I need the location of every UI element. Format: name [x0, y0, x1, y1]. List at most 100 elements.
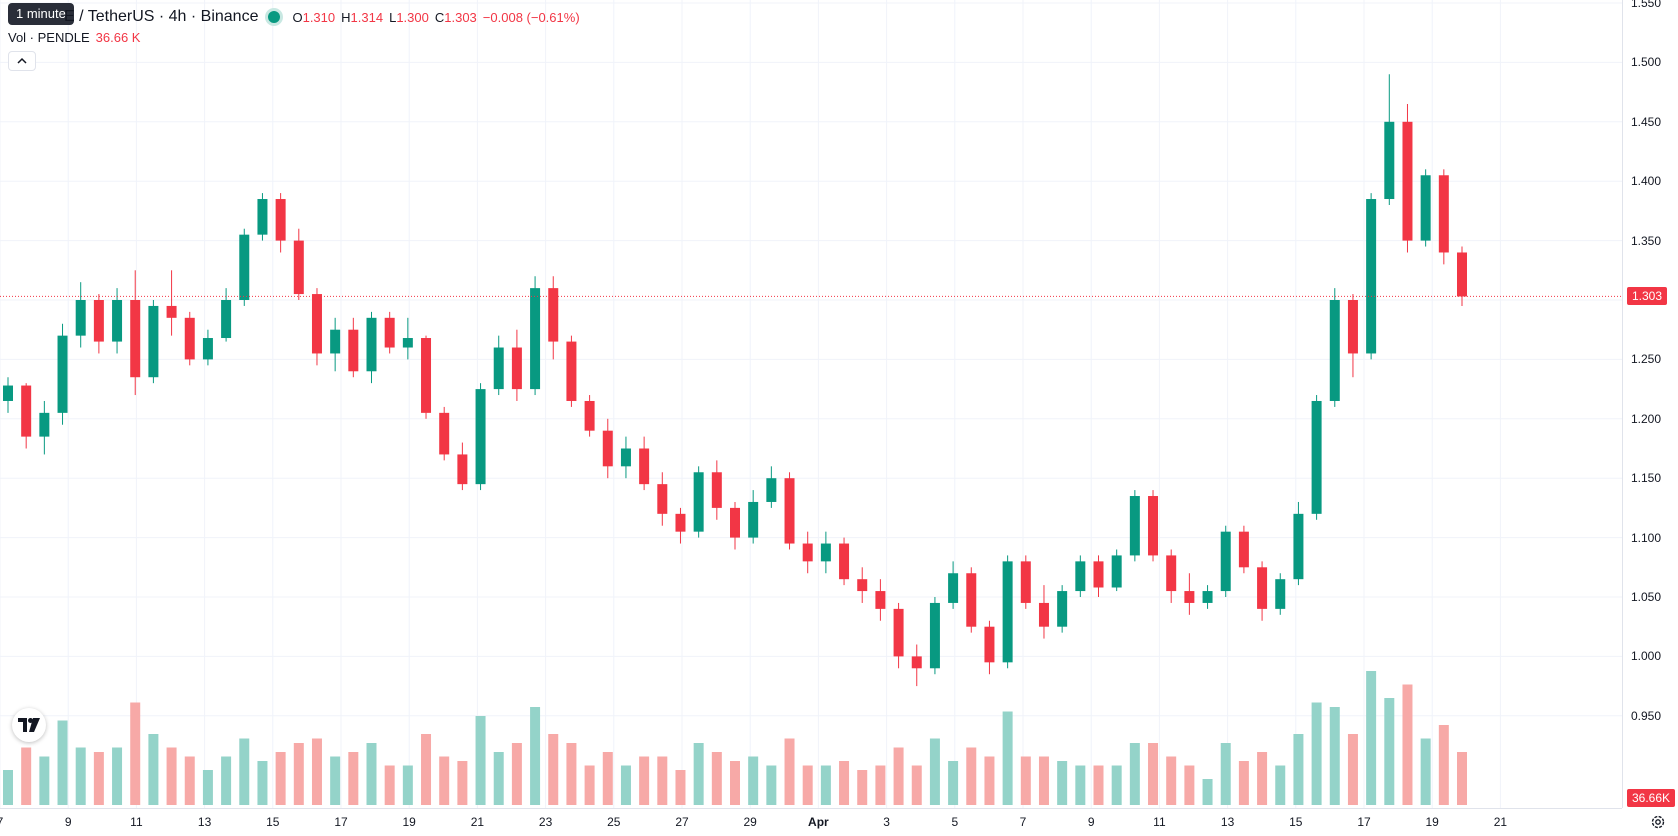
candle-body — [693, 472, 704, 532]
volume-bar — [1148, 743, 1159, 805]
volume-bar — [693, 743, 704, 805]
candle-body — [1366, 199, 1377, 354]
volume-bar — [148, 734, 159, 805]
volume-bar — [566, 743, 577, 805]
time-scale[interactable]: 7 9 11 13 15 17 19 21 23 25 27 29 Apr 3 5 7 9 11 13 15 17 19 2… — [0, 808, 1622, 836]
candle-body — [1238, 531, 1249, 568]
volume-bar — [166, 747, 177, 805]
volume-bar — [1093, 765, 1104, 805]
candle-body — [1002, 561, 1013, 663]
volume-bar — [1457, 752, 1467, 805]
volume-bar — [21, 747, 32, 805]
volume-tag: 36.66K — [1627, 789, 1676, 807]
time-tick-label: 3 — [883, 815, 890, 829]
time-tick-label: 7 — [1019, 815, 1027, 829]
volume-bar — [293, 743, 304, 805]
candle-body — [1347, 300, 1358, 354]
volume-bar — [802, 765, 813, 805]
volume-bar — [221, 756, 232, 805]
volume-bar — [366, 743, 377, 805]
candle-body — [457, 454, 468, 485]
time-tick-label: 21 — [1493, 815, 1508, 829]
volume-bar — [1184, 765, 1195, 805]
candle-body — [1311, 400, 1322, 514]
candle-body — [93, 300, 104, 342]
price-tick-label: 1.250 — [1631, 352, 1662, 367]
price-tick-label: 1.200 — [1631, 411, 1662, 426]
tradingview-logo-icon[interactable] — [12, 708, 46, 742]
candle-body — [1220, 531, 1231, 592]
time-tick-label: 9 — [64, 815, 72, 829]
candle-body — [275, 199, 286, 241]
candle-body — [566, 341, 577, 401]
candle-body — [802, 543, 813, 562]
market-status-icon — [268, 11, 281, 23]
volume-bar — [1166, 756, 1177, 805]
symbol-title[interactable]: E / TetherUS · 4h · Binance — [64, 8, 259, 25]
volume-bar — [1275, 765, 1286, 805]
candle-body — [602, 430, 613, 467]
candle-body — [148, 305, 159, 378]
volume-bar — [93, 752, 104, 805]
volume-legend[interactable]: Vol · PENDLE 36.66 K — [8, 30, 140, 45]
time-tick-label: Apr — [808, 815, 829, 829]
volume-bar — [1111, 765, 1122, 805]
price-tick-label: 1.350 — [1631, 233, 1662, 248]
volume-bar — [857, 770, 868, 805]
candle-body — [475, 389, 486, 485]
price-tick-label: 1.100 — [1631, 530, 1662, 545]
volume-bar — [1384, 698, 1395, 805]
candle-body — [75, 300, 86, 336]
volume-bar — [1257, 752, 1268, 805]
volume-bar — [748, 756, 759, 805]
volume-bar — [348, 752, 359, 805]
volume-bar — [620, 765, 631, 805]
time-tick-label: 13 — [197, 815, 212, 829]
volume-bar — [457, 761, 468, 805]
candle-body — [657, 484, 668, 514]
candle-body — [857, 579, 868, 592]
time-tick-label: 21 — [470, 815, 485, 829]
price-tick-label: 1.400 — [1631, 174, 1662, 189]
volume-bar — [130, 702, 141, 805]
gear-icon[interactable] — [1650, 814, 1666, 830]
collapse-legend-button[interactable] — [8, 51, 36, 71]
candlestick-chart[interactable] — [0, 0, 1622, 808]
candle-body — [820, 543, 831, 562]
chart-pane[interactable]: 1 minute E / TetherUS · 4h · Binance O1.… — [0, 0, 1622, 808]
candle-body — [1020, 561, 1031, 603]
volume-value: 36.66 K — [95, 30, 141, 45]
volume-bar — [475, 716, 486, 805]
volume-bar — [1220, 743, 1231, 805]
volume-bar — [421, 734, 432, 805]
volume-bar — [1347, 734, 1358, 805]
volume-bar — [948, 761, 959, 805]
volume-bar — [530, 707, 541, 805]
volume-bar — [257, 761, 268, 805]
candle-body — [639, 448, 650, 485]
candle-body — [1057, 591, 1068, 627]
volume-bar — [184, 756, 195, 805]
candle-body — [948, 573, 959, 603]
candle-body — [929, 602, 940, 669]
time-tick-label: 25 — [607, 815, 621, 829]
ohlc-close: C1.303 — [434, 9, 477, 25]
volume-bar — [893, 747, 904, 805]
candle-body — [748, 501, 759, 538]
time-tick-label: 13 — [1220, 815, 1235, 829]
volume-bar — [3, 770, 13, 805]
price-tick-label: 1.050 — [1631, 590, 1662, 604]
price-tick-label: 1.150 — [1631, 471, 1662, 486]
volume-bar — [784, 738, 795, 805]
price-scale[interactable]: 1.5501.5001.4501.4001.3501.3001.2501.200… — [1622, 0, 1678, 808]
candle-body — [984, 626, 995, 663]
ohlc-high: H1.314 — [341, 9, 384, 25]
interval-tooltip: 1 minute — [8, 3, 74, 25]
volume-bar — [57, 720, 68, 805]
volume-bar — [911, 765, 922, 805]
time-tick-label: 11 — [1153, 815, 1166, 829]
candle-body — [348, 329, 359, 372]
candle-body — [1093, 561, 1104, 588]
volume-bar — [1129, 743, 1140, 805]
volume-bar — [711, 752, 722, 805]
